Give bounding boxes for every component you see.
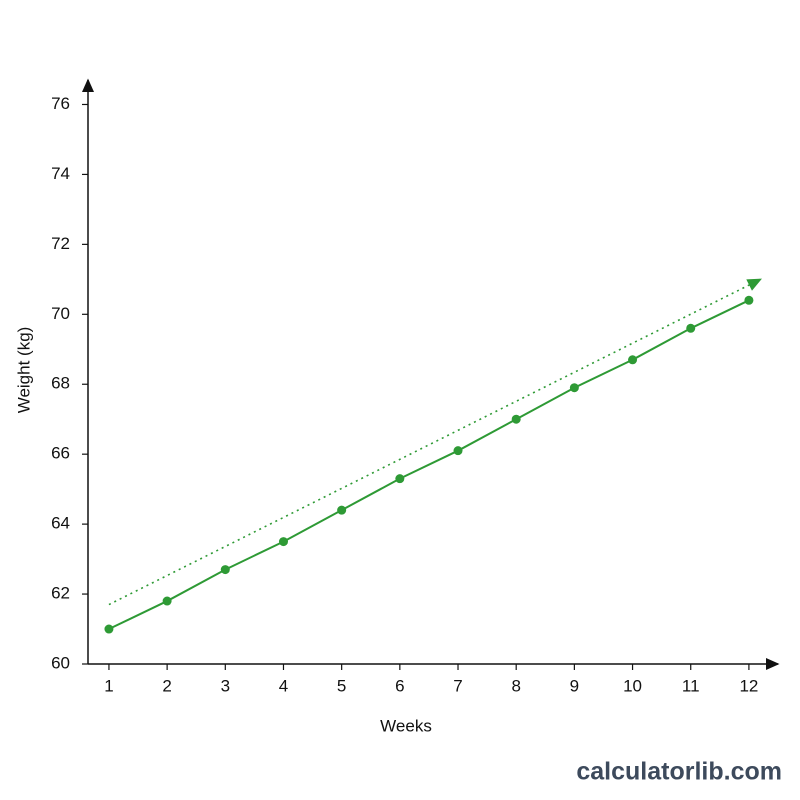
point (104, 624, 114, 634)
y-tick-label: 60 (51, 653, 70, 672)
point (278, 537, 288, 547)
x-tick-label: 7 (453, 676, 462, 695)
trend-line (108, 278, 762, 606)
x-tick-label: 1 (104, 676, 113, 695)
y-tick-label: 70 (51, 304, 70, 323)
line (108, 299, 750, 630)
y-tick-label: 72 (51, 234, 70, 253)
x-tick-label: 8 (511, 676, 520, 695)
y-tick-label: 68 (51, 374, 70, 393)
x-axis-label: Weeks (380, 716, 432, 735)
y-axis-label: Weight (kg) (14, 327, 33, 414)
point (686, 323, 696, 333)
x-tick-label: 3 (221, 676, 230, 695)
x-tick-label: 10 (623, 676, 642, 695)
x-tick-label: 12 (739, 676, 758, 695)
x-tick-label: 9 (570, 676, 579, 695)
x-tick-label: 5 (337, 676, 346, 695)
point (220, 565, 230, 575)
x-tick-label: 2 (162, 676, 171, 695)
point (569, 383, 579, 393)
y-tick-label: 62 (51, 584, 70, 603)
y-tick-label: 64 (51, 514, 70, 533)
x-tick-label: 6 (395, 676, 404, 695)
point (744, 295, 754, 305)
y-tick-label: 76 (51, 94, 70, 113)
y-tick-label: 74 (51, 164, 70, 183)
point (628, 355, 638, 365)
point (511, 414, 521, 424)
point (395, 474, 405, 484)
x-tick-label: 4 (279, 676, 288, 695)
point (453, 446, 463, 456)
y-tick-label: 66 (51, 444, 70, 463)
point (162, 596, 172, 606)
x-tick-label: 11 (682, 676, 700, 695)
point (337, 505, 347, 515)
watermark: calculatorlib.com (576, 758, 782, 786)
